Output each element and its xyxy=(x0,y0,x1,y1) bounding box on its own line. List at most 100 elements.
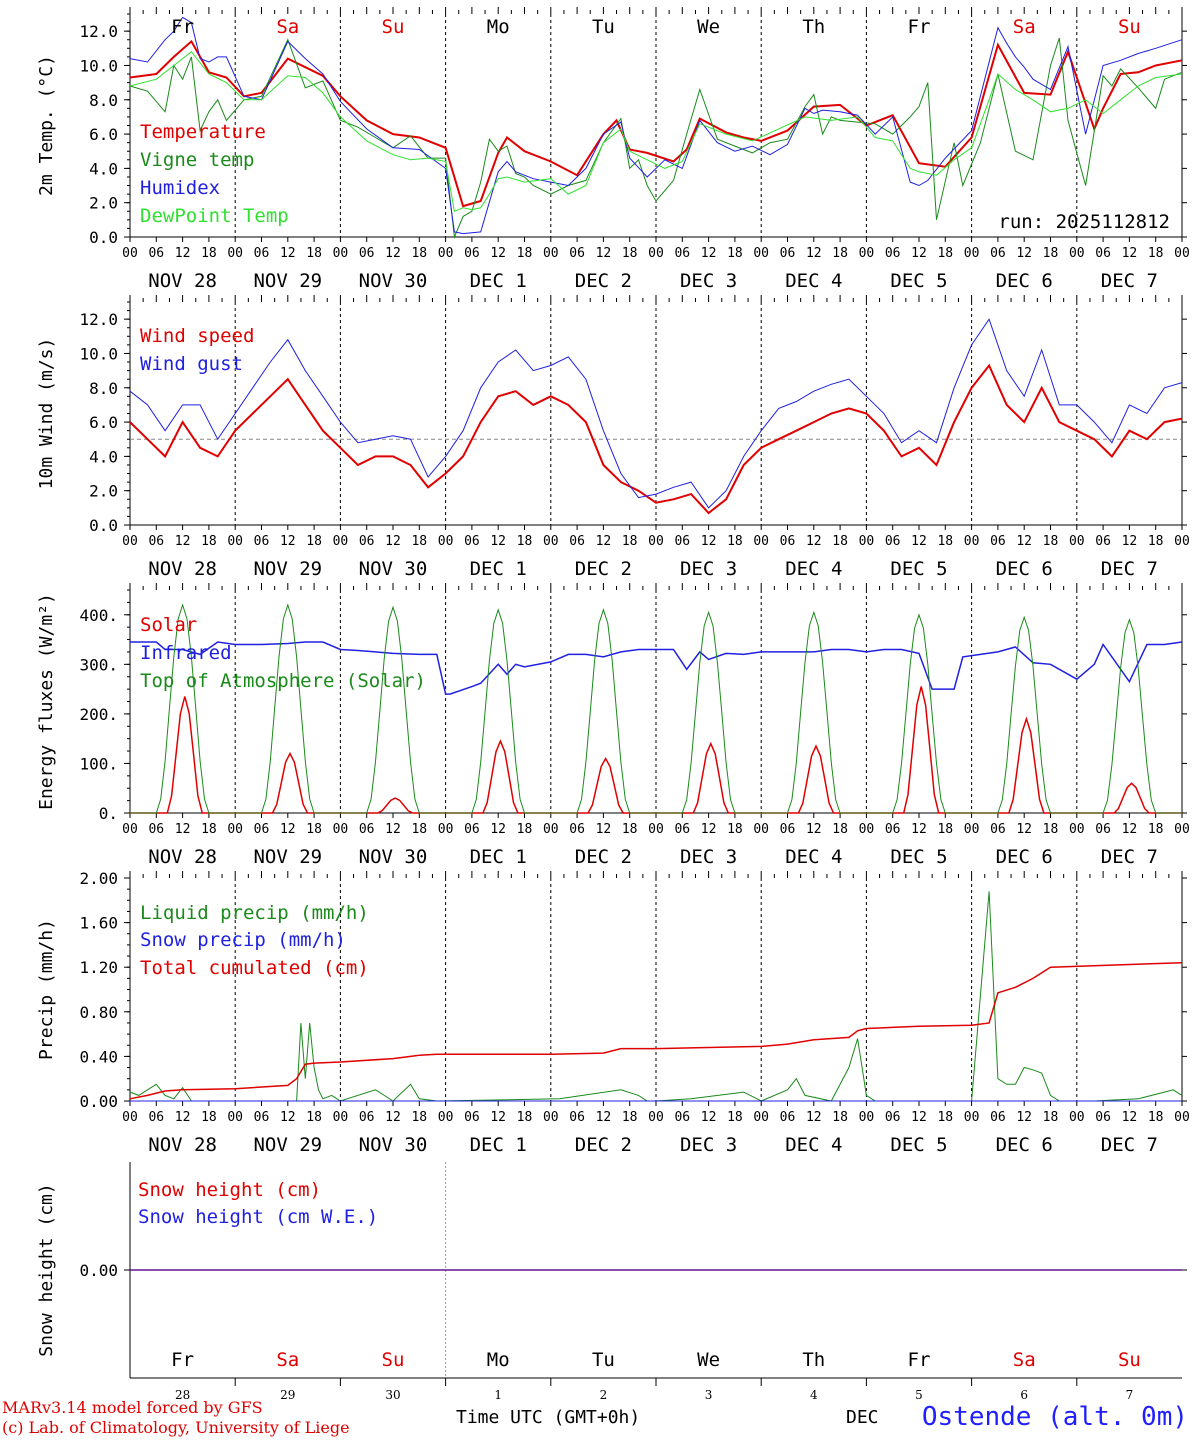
flux-xtick-label: 06 xyxy=(569,822,585,837)
precip-xtick-label: 18 xyxy=(1148,1110,1164,1125)
wind-xtick-label: 18 xyxy=(1148,534,1164,549)
precip-xtick-label: 06 xyxy=(359,1110,375,1125)
flux-xtick-label: 00 xyxy=(438,822,454,837)
wind-xtick-label: 12 xyxy=(596,534,612,549)
precip-legend-entry: Liquid precip (mm/h) xyxy=(140,902,369,924)
temp-xtick-label: 18 xyxy=(411,246,427,261)
precip-day-label: DEC 4 xyxy=(785,1134,842,1156)
wind-xtick-label: 00 xyxy=(122,534,138,549)
precip-xtick-label: 00 xyxy=(333,1110,349,1125)
wind-xtick-label: 06 xyxy=(254,534,270,549)
flux-xtick-label: 18 xyxy=(1148,822,1164,837)
temp-legend-entry: Temperature xyxy=(140,121,266,143)
flux-xtick-label: 00 xyxy=(227,822,243,837)
wind-day-label: DEC 3 xyxy=(680,558,737,580)
flux-day-label: DEC 3 xyxy=(680,846,737,868)
precip-xtick-label: 18 xyxy=(306,1110,322,1125)
snow-ylabel: Snow height (cm) xyxy=(36,1183,57,1356)
precip-series-total-cumulated-cm- xyxy=(129,961,1183,1100)
wind-xtick-label: 12 xyxy=(806,534,822,549)
temp-xtick-label: 12 xyxy=(280,246,296,261)
wind-xtick-label: 06 xyxy=(359,534,375,549)
temp-xtick-label: 00 xyxy=(227,246,243,261)
snow-ytick-label: 0.00 xyxy=(79,1261,118,1280)
flux-xtick-label: 06 xyxy=(464,822,480,837)
temp-legend-entry: DewPoint Temp xyxy=(140,205,289,227)
weekday-bottom: Su xyxy=(382,1349,405,1371)
temp-ytick-label: 0.0 xyxy=(89,228,118,247)
precip-ytick-label: 0.00 xyxy=(79,1092,118,1111)
precip-ytick-label: 2.00 xyxy=(79,869,118,888)
temp-xtick-label: 06 xyxy=(359,246,375,261)
wind-day-label: DEC 5 xyxy=(890,558,947,580)
weekday-top: Th xyxy=(802,16,825,38)
wind-xtick-label: 00 xyxy=(333,534,349,549)
precip-xtick-label: 06 xyxy=(885,1110,901,1125)
wind-xtick-label: 06 xyxy=(780,534,796,549)
wind-legend-entry: Wind speed xyxy=(140,325,254,347)
temp-xtick-label: 00 xyxy=(1174,246,1190,261)
precip-day-label: NOV 28 xyxy=(148,1134,217,1156)
temp-xtick-label: 12 xyxy=(490,246,506,261)
wind-xtick-label: 12 xyxy=(385,534,401,549)
wind-day-label: DEC 2 xyxy=(575,558,632,580)
wind-xtick-label: 18 xyxy=(201,534,217,549)
precip-xtick-label: 06 xyxy=(569,1110,585,1125)
temp-xtick-label: 18 xyxy=(517,246,533,261)
flux-xtick-label: 18 xyxy=(937,822,953,837)
wind-ytick-label: 2.0 xyxy=(89,482,118,501)
wind-xtick-label: 00 xyxy=(1174,534,1190,549)
precip-day-label: DEC 2 xyxy=(575,1134,632,1156)
weekday-top: Sa xyxy=(1013,16,1036,38)
precip-xtick-label: 00 xyxy=(438,1110,454,1125)
credit-line-2: (c) Lab. of Climatology, University of L… xyxy=(2,1418,350,1437)
wind-legend-entry: Wind gust xyxy=(140,353,243,375)
weekday-bottom: Sa xyxy=(276,1349,299,1371)
flux-xtick-label: 18 xyxy=(201,822,217,837)
run-label: run: 2025112812 xyxy=(998,211,1170,233)
precip-xtick-label: 18 xyxy=(622,1110,638,1125)
precip-xtick-label: 06 xyxy=(254,1110,270,1125)
precip-ytick-label: 0.40 xyxy=(79,1047,118,1066)
wind-xtick-label: 18 xyxy=(622,534,638,549)
temp-xtick-label: 00 xyxy=(964,246,980,261)
precip-xtick-label: 06 xyxy=(1095,1110,1111,1125)
temp-xtick-label: 12 xyxy=(806,246,822,261)
wind-series-wind-gust xyxy=(129,318,1183,509)
precip-xtick-label: 12 xyxy=(280,1110,296,1125)
wind-series-wind-speed xyxy=(129,363,1183,515)
precip-day-label: DEC 6 xyxy=(996,1134,1053,1156)
month-label: DEC xyxy=(846,1407,879,1428)
temp-xtick-label: 12 xyxy=(1122,246,1138,261)
flux-xtick-label: 00 xyxy=(1069,822,1085,837)
wind-xtick-label: 00 xyxy=(753,534,769,549)
temp-xtick-label: 06 xyxy=(990,246,1006,261)
temp-xtick-label: 12 xyxy=(701,246,717,261)
flux-xtick-label: 18 xyxy=(411,822,427,837)
wind-ytick-label: 6.0 xyxy=(89,413,118,432)
wind-xtick-label: 18 xyxy=(411,534,427,549)
temp-xtick-label: 06 xyxy=(464,246,480,261)
temp-xtick-label: 00 xyxy=(543,246,559,261)
precip-ylabel: Precip (mm/h) xyxy=(36,919,57,1060)
precip-xtick-label: 18 xyxy=(1043,1110,1059,1125)
temp-xtick-label: 06 xyxy=(674,246,690,261)
day-number: 5 xyxy=(915,1388,923,1402)
weekday-top: Fr xyxy=(171,16,194,38)
day-number: 6 xyxy=(1020,1388,1028,1402)
wind-xtick-label: 12 xyxy=(490,534,506,549)
weekday-top: Su xyxy=(382,16,405,38)
flux-xtick-label: 00 xyxy=(122,822,138,837)
wind-xtick-label: 18 xyxy=(1043,534,1059,549)
temp-day-label: DEC 3 xyxy=(680,270,737,292)
flux-day-label: DEC 7 xyxy=(1101,846,1158,868)
temp-ylabel: 2m Temp. (°C) xyxy=(36,55,57,196)
snow-legend-entry: Snow height (cm W.E.) xyxy=(138,1206,378,1228)
precip-xtick-label: 12 xyxy=(1122,1110,1138,1125)
wind-ytick-label: 8.0 xyxy=(89,379,118,398)
temp-ytick-label: 8.0 xyxy=(89,91,118,110)
flux-day-label: DEC 1 xyxy=(470,846,527,868)
flux-xtick-label: 06 xyxy=(254,822,270,837)
time-axis-label: Time UTC (GMT+0h) xyxy=(456,1407,641,1428)
